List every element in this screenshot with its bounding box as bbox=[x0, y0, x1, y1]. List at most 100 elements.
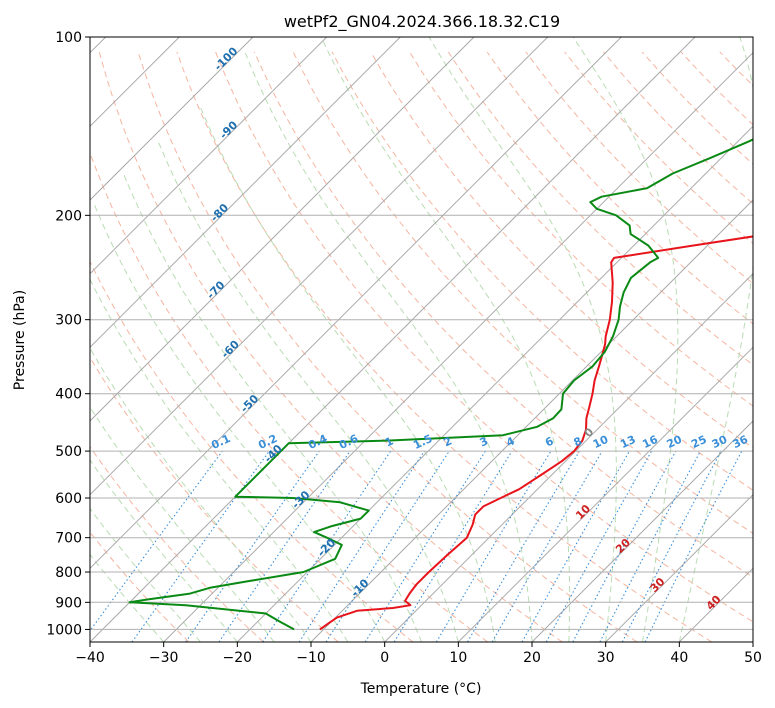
isotherm-label: 20 bbox=[613, 536, 633, 556]
dry-adiabat bbox=[253, 51, 753, 578]
x-tick-label: 40 bbox=[670, 650, 688, 666]
moist-adiabat bbox=[90, 553, 165, 642]
dry-adiabat bbox=[137, 51, 638, 642]
mixing-ratio-line bbox=[644, 450, 743, 642]
dewpoint-line bbox=[128, 138, 753, 631]
x-tick-label: 50 bbox=[744, 650, 762, 666]
y-axis-label: Pressure (hPa) bbox=[12, 290, 28, 390]
y-tick-label: 900 bbox=[55, 595, 82, 611]
moist-adiabat bbox=[198, 104, 496, 642]
y-tick-label: 300 bbox=[55, 313, 82, 329]
x-axis-label: Temperature (°C) bbox=[360, 681, 482, 697]
moist-adiabat bbox=[90, 507, 201, 642]
isotherm-label: -90 bbox=[217, 118, 240, 141]
mixing-ratio-label: 10 bbox=[591, 433, 611, 451]
isotherm bbox=[90, 37, 696, 642]
isotherm-label: 40 bbox=[704, 592, 724, 612]
temperature-line bbox=[319, 235, 753, 631]
chart-title: wetPf2_GN04.2024.366.18.32.C19 bbox=[284, 12, 560, 32]
isotherm bbox=[90, 37, 475, 422]
x-tick-label: 0 bbox=[380, 650, 389, 666]
mixing-ratio-line bbox=[545, 450, 653, 642]
dry-adiabat bbox=[331, 51, 753, 491]
isotherm bbox=[90, 37, 328, 275]
mixing-ratio-label: 30 bbox=[710, 433, 730, 451]
dry-adiabat bbox=[90, 445, 264, 642]
isotherm bbox=[531, 420, 753, 642]
moist-adiabat bbox=[92, 201, 386, 642]
y-tick-label: 500 bbox=[55, 444, 82, 460]
mixing-ratio-label: 0.4 bbox=[306, 432, 329, 452]
isotherm bbox=[457, 346, 753, 642]
y-tick-label: 700 bbox=[55, 531, 82, 547]
x-tick-label: −10 bbox=[296, 650, 326, 666]
mixing-ratio-line bbox=[325, 450, 450, 642]
mixing-ratio-line bbox=[364, 450, 486, 642]
dry-adiabat bbox=[447, 51, 753, 366]
axes: −40 −30 −20 −10 0 10 20 30 40 50 100 200 300 400 500 60… bbox=[46, 30, 762, 666]
isotherm-label: -50 bbox=[238, 392, 261, 415]
isotherm bbox=[90, 37, 549, 496]
mixing-ratio-line bbox=[90, 450, 223, 632]
mixing-ratio-label: 1 bbox=[383, 434, 395, 449]
dry-adiabat bbox=[409, 51, 753, 407]
moist-adiabat bbox=[90, 406, 275, 642]
isotherm bbox=[605, 493, 753, 642]
isotherm-label: -10 bbox=[348, 576, 371, 599]
moist-adiabat bbox=[157, 141, 459, 642]
mixing-ratio-label: 20 bbox=[665, 433, 685, 451]
mixing-ratio-line bbox=[218, 450, 351, 642]
y-tick-label: 400 bbox=[55, 387, 82, 403]
mixing-ratio-line bbox=[572, 450, 677, 642]
dry-adiabat bbox=[90, 151, 488, 642]
data-series bbox=[128, 138, 753, 631]
dry-adiabat bbox=[370, 51, 753, 449]
dry-adiabat bbox=[719, 51, 753, 87]
x-tick-label: −40 bbox=[75, 650, 105, 666]
isotherm-label: -60 bbox=[219, 338, 242, 361]
dry-adiabat bbox=[90, 356, 339, 642]
y-tick-label: 800 bbox=[55, 565, 82, 581]
isotherm bbox=[752, 641, 753, 642]
moist-adiabat bbox=[320, 37, 571, 642]
mixing-ratio-line bbox=[298, 450, 425, 642]
moist-adiabat bbox=[243, 49, 533, 642]
isotherm bbox=[90, 37, 401, 349]
moist-adiabat bbox=[90, 347, 312, 642]
moist-adiabat bbox=[572, 37, 679, 642]
background-lines bbox=[90, 37, 753, 642]
y-tick-label: 200 bbox=[55, 208, 82, 224]
mixing-ratio-line bbox=[185, 450, 320, 642]
dry-adiabat bbox=[215, 51, 753, 623]
isotherm bbox=[384, 272, 753, 642]
mixing-ratio-label: 0.1 bbox=[209, 432, 232, 452]
isotherm bbox=[310, 199, 753, 642]
mixing-ratio-line bbox=[521, 450, 630, 642]
mixing-ratio-line bbox=[131, 450, 270, 642]
plot-frame bbox=[89, 36, 754, 643]
y-tick-label: 1000 bbox=[46, 622, 82, 638]
x-tick-label: −20 bbox=[223, 650, 253, 666]
isotherm-label: -100 bbox=[212, 44, 241, 73]
mixing-ratio-label: 16 bbox=[640, 433, 660, 451]
isotherm bbox=[90, 37, 622, 570]
x-tick-label: −30 bbox=[149, 650, 179, 666]
mixing-ratio-label: 25 bbox=[689, 433, 708, 451]
dry-adiabat bbox=[680, 51, 753, 126]
x-tick-label: 10 bbox=[449, 650, 467, 666]
moist-adiabat bbox=[428, 37, 617, 642]
y-tick-label: 600 bbox=[55, 491, 82, 507]
moist-adiabat bbox=[678, 37, 753, 642]
isotherm-label: -70 bbox=[204, 278, 227, 301]
dry-adiabat bbox=[564, 51, 753, 245]
isotherm bbox=[236, 125, 753, 642]
dry-adiabat bbox=[641, 51, 753, 165]
dry-adiabat bbox=[486, 51, 753, 325]
dry-adiabat bbox=[176, 51, 712, 642]
x-tick-label: 30 bbox=[597, 650, 615, 666]
y-tick-label: 100 bbox=[55, 30, 82, 46]
dry-adiabat bbox=[525, 51, 753, 285]
isotherm-label: -30 bbox=[289, 488, 312, 511]
pressure-gridlines bbox=[90, 37, 753, 630]
